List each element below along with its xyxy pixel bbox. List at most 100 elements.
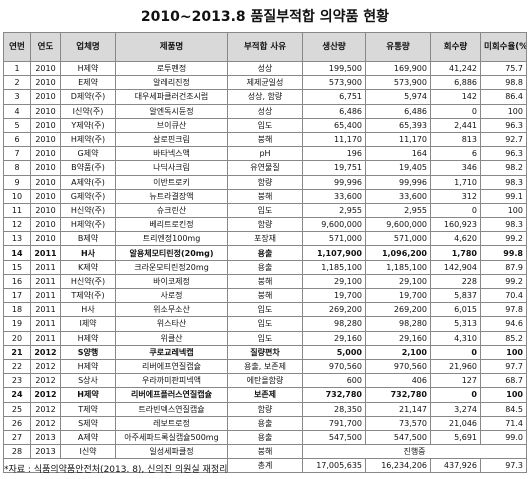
table-cell: T제약(주) xyxy=(60,287,116,304)
table-cell: 1,185,100 xyxy=(302,259,366,275)
table-cell: 20 xyxy=(3,330,31,346)
table-row: 11 2010 H신약(주) 슈크린산 입도 2,955 2,955 0 100 xyxy=(3,202,527,219)
table-cell: A제약(주) xyxy=(60,174,116,190)
total-cell: 437,926 xyxy=(430,458,481,474)
table-cell: 29,100 xyxy=(365,273,431,290)
table-cell: 5,691 xyxy=(430,429,481,446)
title: 2010~2013.8 품질부적합 의약품 현황 xyxy=(140,9,390,25)
table-cell: I신약(주) xyxy=(60,103,116,119)
table-cell: 진행중 xyxy=(302,444,527,460)
table-cell: 트리엔정100mg xyxy=(115,231,228,247)
table-cell: 사로정 xyxy=(115,287,228,304)
table-cell: 5,000 xyxy=(302,344,366,360)
table-cell: 19,700 xyxy=(302,287,366,304)
table-cell: 9,600,000 xyxy=(365,217,431,233)
table-cell: 2010 xyxy=(30,174,61,190)
table-cell: 용출 xyxy=(227,259,303,275)
table-cell: 나딕사크림 xyxy=(115,160,228,176)
table-cell: 2,441 xyxy=(430,117,481,133)
table-cell: 96.3 xyxy=(480,117,527,133)
total-cell: 17,005,635 xyxy=(302,458,366,474)
table-cell: 28,350 xyxy=(302,401,366,417)
table-cell: 732,780 xyxy=(302,387,366,403)
table-cell: 100 xyxy=(480,202,527,219)
table-row: 12 2010 H제약(주) 베리트로킨정 함량 9,600,000 9,600,000 16… xyxy=(3,217,527,233)
table-cell: S양행 xyxy=(60,344,116,360)
table-cell: H제약 xyxy=(60,60,116,77)
table-cell: 2010 xyxy=(30,103,61,119)
table-row: 14 2011 H사 알용체모티린정(20mg) 용출 1,107,900 1,096,20… xyxy=(3,245,527,261)
table-cell: 붕해 xyxy=(227,273,303,290)
table-cell: 입도 xyxy=(227,330,303,346)
table-cell: 대우세파클러건조시럽 xyxy=(115,89,228,105)
table-cell: T제약 xyxy=(60,401,116,417)
column-header: 연도 xyxy=(30,32,61,62)
table-cell: 2011 xyxy=(30,316,61,332)
table-cell: A제약 xyxy=(60,429,116,446)
column-header: 업체명 xyxy=(60,32,116,62)
table-cell: 3 xyxy=(3,89,31,105)
table-cell: 85.2 xyxy=(480,330,527,346)
table-cell: S상사 xyxy=(60,373,116,389)
table-cell: 2010 xyxy=(30,75,61,91)
table-row: 5 2010 Y제약(주) 브이큐산 입도 65,400 65,393 2,441 96.3 xyxy=(3,117,527,133)
table-row: 16 2011 H신약(주) 바이코제정 붕해 29,100 29,100 228 99.2 xyxy=(3,273,527,290)
column-header: 미회수율(%) xyxy=(480,32,527,62)
table-body: 1 2010 H제약 로투펜정 성상 199,500 169,900 41,242 75.7 2 2… xyxy=(3,60,527,474)
table-cell: 함량 xyxy=(227,401,303,417)
table-cell: 11,170 xyxy=(365,131,431,148)
table-cell: 2012 xyxy=(30,373,61,389)
total-row: 총계 17,005,635 16,234,206 437,926 97.3 xyxy=(3,458,527,474)
table-cell: 위클산 xyxy=(115,330,228,346)
table-cell: 6,486 xyxy=(365,103,431,119)
table-cell: 28 xyxy=(3,444,31,460)
table-cell: 2010 xyxy=(30,89,61,105)
column-header: 부적합 사유 xyxy=(227,32,303,62)
table-cell: 98.3 xyxy=(480,174,527,190)
table-cell: 리버에프플러스연질캡슐 xyxy=(115,387,228,403)
table-cell: 970,560 xyxy=(365,358,431,375)
table-cell: 65,393 xyxy=(365,117,431,133)
table-cell: 1,107,900 xyxy=(302,245,366,261)
table-cell: H제약(주) xyxy=(60,131,116,148)
table-cell: 붕해 xyxy=(227,188,303,204)
table-cell: 4 xyxy=(3,103,31,119)
table-cell: 쿠로교레넥캡 xyxy=(115,344,228,360)
table-cell: 12 xyxy=(3,217,31,233)
table-cell: 이반트로키 xyxy=(115,174,228,190)
column-header: 회수량 xyxy=(430,32,481,62)
table-cell: 70.4 xyxy=(480,287,527,304)
table-cell: 보존제 xyxy=(227,387,303,403)
table-cell: 19,700 xyxy=(365,287,431,304)
table-cell: G제약 xyxy=(60,146,116,162)
table-cell: 160,923 xyxy=(430,217,481,233)
column-header: 생산량 xyxy=(302,32,366,62)
table-row: 28 2013 I신약 일성세파클정 붕해 진행중 xyxy=(3,444,527,460)
table-cell: 571,000 xyxy=(302,231,366,247)
table-cell: 68.7 xyxy=(480,373,527,389)
table-cell: 29,160 xyxy=(365,330,431,346)
table-cell: E제약 xyxy=(60,75,116,91)
table-cell: 18 xyxy=(3,302,31,318)
table-cell: 2012 xyxy=(30,344,61,360)
table-cell: Y제약(주) xyxy=(60,117,116,133)
table-cell: 붕해 xyxy=(227,131,303,148)
table-row: 9 2010 A제약(주) 이반트로키 함량 99,996 99,996 1,710 98.3 xyxy=(3,174,527,190)
table-cell: 입도 xyxy=(227,117,303,133)
table-cell: 169,900 xyxy=(365,60,431,77)
table-cell: 99.8 xyxy=(480,245,527,261)
table-row: 18 2011 H사 위소무소산 입도 269,200 269,200 6,015 97.8 xyxy=(3,302,527,318)
table-cell: 2012 xyxy=(30,387,61,403)
table-row: 19 2011 I제약 위스타산 입도 98,280 98,280 5,313 94.6 xyxy=(3,316,527,332)
table-cell: 성상 xyxy=(227,60,303,77)
table-cell: 96.3 xyxy=(480,146,527,162)
table-cell: 질량편차 xyxy=(227,344,303,360)
table-cell: 2012 xyxy=(30,358,61,375)
table-row: 25 2012 T제약 트라빈덱스연질캡슐 함량 28,350 21,147 3,274 84.… xyxy=(3,401,527,417)
table-cell: 24 xyxy=(3,387,31,403)
table-cell: 23 xyxy=(3,373,31,389)
table-cell: 29,160 xyxy=(302,330,366,346)
table-cell: 4,620 xyxy=(430,231,481,247)
table-cell: 142,904 xyxy=(430,259,481,275)
table-cell: 살로핀크림 xyxy=(115,131,228,148)
